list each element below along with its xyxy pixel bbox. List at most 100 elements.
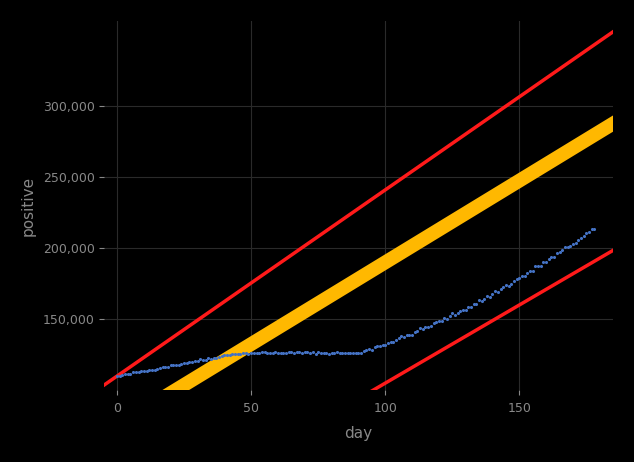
Point	[169, 362, 179, 369]
Point	[394, 334, 404, 342]
Point	[490, 287, 500, 295]
Point	[163, 363, 173, 371]
Point	[474, 296, 484, 304]
Point	[112, 372, 122, 379]
Point	[324, 350, 334, 358]
Point	[230, 351, 240, 358]
Point	[327, 349, 337, 357]
Point	[429, 319, 439, 327]
Point	[165, 361, 176, 369]
Point	[514, 274, 524, 282]
Point	[477, 297, 487, 304]
Point	[120, 370, 130, 377]
Point	[434, 317, 444, 324]
Point	[252, 350, 262, 357]
Point	[211, 354, 221, 362]
Point	[590, 225, 600, 232]
Point	[370, 343, 380, 351]
Point	[335, 350, 345, 357]
Point	[418, 325, 428, 333]
Point	[174, 361, 184, 369]
Point	[117, 371, 127, 378]
Point	[538, 259, 548, 266]
Point	[401, 332, 411, 339]
Point	[455, 307, 465, 315]
Point	[123, 371, 133, 378]
Point	[423, 323, 433, 330]
Point	[571, 239, 581, 246]
Point	[383, 340, 393, 347]
Point	[522, 269, 533, 277]
Point	[512, 276, 522, 283]
Point	[450, 311, 460, 318]
Point	[155, 365, 165, 372]
Point	[391, 336, 401, 344]
Point	[144, 366, 154, 373]
Point	[224, 351, 235, 359]
Point	[126, 370, 136, 377]
Point	[203, 355, 213, 362]
Point	[581, 230, 592, 237]
Point	[348, 350, 358, 357]
Point	[278, 350, 288, 357]
Point	[259, 349, 269, 356]
Point	[493, 289, 503, 296]
Point	[294, 349, 304, 356]
Point	[584, 229, 594, 236]
Point	[503, 282, 514, 290]
Point	[396, 332, 406, 340]
Point	[179, 359, 189, 367]
Point	[150, 366, 160, 373]
Point	[506, 280, 516, 288]
Point	[243, 350, 254, 358]
Point	[307, 348, 318, 355]
Point	[439, 314, 450, 321]
Point	[555, 249, 565, 256]
Point	[442, 316, 452, 323]
Point	[420, 324, 430, 331]
Point	[337, 350, 347, 357]
Point	[276, 349, 286, 357]
Point	[200, 356, 210, 363]
Point	[549, 253, 559, 261]
Point	[302, 348, 313, 355]
Point	[557, 246, 567, 254]
Point	[579, 232, 589, 240]
Point	[262, 350, 273, 357]
Point	[482, 292, 492, 300]
Point	[134, 369, 144, 376]
Point	[562, 244, 573, 251]
Point	[187, 358, 197, 365]
Point	[206, 355, 216, 362]
Point	[576, 234, 586, 242]
X-axis label: day: day	[344, 426, 373, 441]
Point	[461, 306, 471, 314]
Point	[313, 348, 323, 356]
Point	[198, 356, 208, 364]
Point	[359, 347, 369, 355]
Point	[152, 365, 162, 372]
Point	[509, 277, 519, 285]
Point	[182, 359, 192, 367]
Point	[273, 349, 283, 357]
Point	[332, 348, 342, 356]
Point	[552, 250, 562, 257]
Y-axis label: positive: positive	[21, 176, 36, 236]
Point	[265, 349, 275, 357]
Point	[257, 349, 267, 356]
Point	[222, 351, 232, 359]
Point	[139, 367, 149, 375]
Point	[375, 342, 385, 349]
Point	[300, 349, 310, 356]
Point	[404, 331, 415, 338]
Point	[372, 342, 382, 350]
Point	[281, 350, 291, 357]
Point	[238, 349, 248, 356]
Point	[366, 346, 377, 353]
Point	[190, 358, 200, 365]
Point	[498, 284, 508, 291]
Point	[353, 350, 363, 357]
Point	[536, 262, 546, 270]
Point	[235, 350, 245, 357]
Point	[219, 352, 230, 359]
